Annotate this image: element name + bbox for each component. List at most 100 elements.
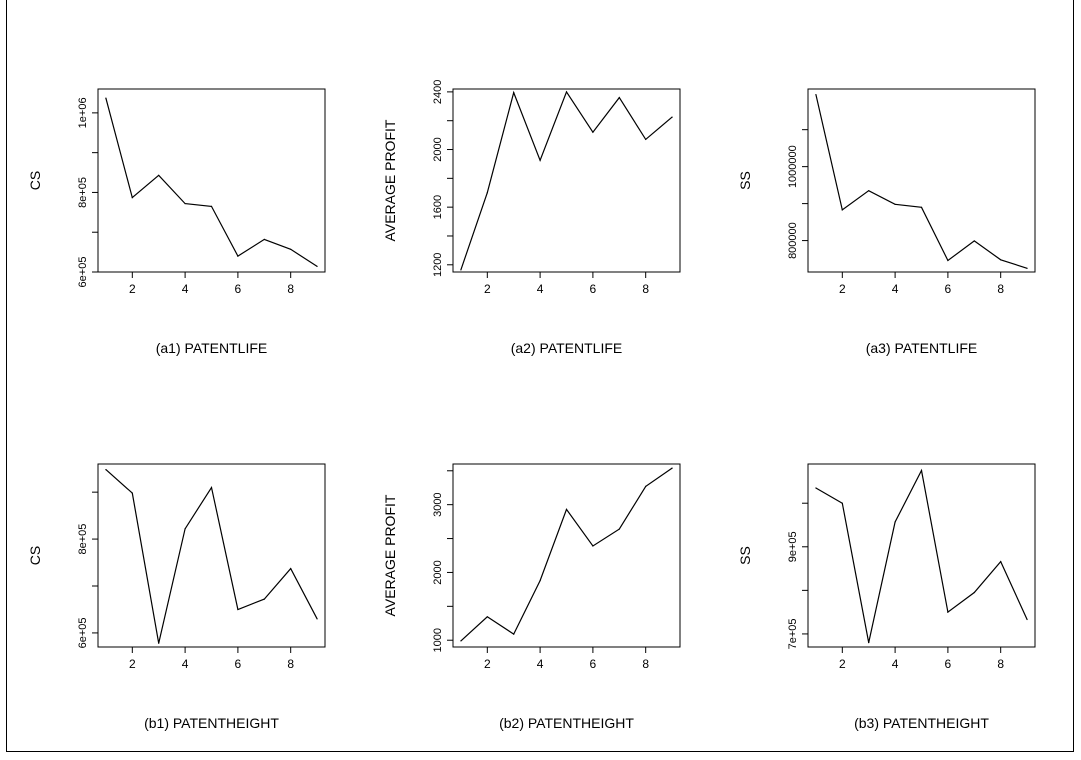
x-tick-label: 6 <box>590 282 597 296</box>
data-point <box>565 508 568 511</box>
plot-box <box>807 463 1036 648</box>
data-point <box>131 197 133 199</box>
data-point <box>316 265 318 268</box>
data-point <box>1026 267 1028 269</box>
data-point <box>815 487 817 489</box>
data-point <box>184 202 186 205</box>
data-point <box>894 521 896 523</box>
y-axis-label: CS <box>27 546 43 565</box>
series-line <box>460 467 673 642</box>
data-point <box>105 97 107 99</box>
data-point <box>131 492 133 494</box>
y-tick-label: 9e+05 <box>787 531 799 562</box>
x-axis-label: (b3) PATENTHEIGHT <box>854 715 989 731</box>
x-tick-label: 2 <box>839 282 846 296</box>
data-point <box>920 469 923 472</box>
data-point <box>263 598 265 600</box>
x-tick-label: 2 <box>484 282 491 296</box>
data-point <box>290 568 292 570</box>
x-tick-label: 4 <box>892 657 899 671</box>
x-tick-label: 2 <box>484 657 491 671</box>
x-axis-label: (b1) PATENTHEIGHT <box>144 715 279 731</box>
x-axis-label: (a2) PATENTLIFE <box>511 340 623 356</box>
data-point <box>210 205 213 207</box>
series-line <box>460 90 673 270</box>
x-tick-label: 4 <box>182 282 189 296</box>
data-point <box>316 618 318 620</box>
y-tick-label: 7e+05 <box>787 618 799 649</box>
x-axis-label: (b2) PATENTHEIGHT <box>499 715 634 731</box>
data-point <box>618 97 620 99</box>
chart-panel-5: 2 4 6 8 1000 2000 3000 (b2) PATENTHEIGHT AVERAGE… <box>382 463 681 731</box>
data-point <box>841 209 843 211</box>
x-tick-label: 8 <box>997 282 1004 296</box>
data-point <box>105 469 107 471</box>
data-point <box>486 192 488 194</box>
data-point <box>618 528 620 530</box>
data-point <box>565 91 568 93</box>
figure-frame <box>6 0 1074 752</box>
y-tick-label: 1000000 <box>787 145 799 188</box>
data-point <box>592 545 594 547</box>
data-point <box>460 640 462 642</box>
series-line <box>815 94 1028 269</box>
data-point <box>868 642 870 644</box>
data-point <box>184 528 186 530</box>
x-tick-label: 4 <box>537 282 544 296</box>
chart-panel-1: 2 4 6 8 6e+05 8e+05 1e+06 (a1) PATENTLIFE CS <box>27 88 326 356</box>
x-tick-label: 8 <box>642 657 649 671</box>
data-point <box>158 174 160 176</box>
plot-box <box>452 88 681 273</box>
y-axis-label: AVERAGE PROFIT <box>382 494 398 616</box>
data-point <box>973 240 975 242</box>
x-axis-label: (a3) PATENTLIFE <box>866 340 978 356</box>
y-tick-label: 2000 <box>432 137 444 161</box>
plot-box <box>807 88 1036 273</box>
data-point <box>592 131 594 133</box>
x-tick-label: 4 <box>537 657 544 671</box>
data-point <box>513 92 515 94</box>
y-tick-label: 8e+05 <box>77 177 89 208</box>
data-point <box>947 611 949 613</box>
y-axis-label: SS <box>737 546 753 565</box>
data-point <box>1000 561 1002 563</box>
data-point <box>947 259 949 262</box>
data-point <box>1000 259 1002 261</box>
data-point <box>513 633 515 635</box>
data-point <box>868 190 870 192</box>
y-axis-label: AVERAGE PROFIT <box>382 119 398 241</box>
x-tick-label: 8 <box>642 282 649 296</box>
data-point <box>460 269 462 271</box>
data-point <box>237 608 239 611</box>
data-point <box>671 116 673 118</box>
plot-box <box>452 463 681 648</box>
y-axis-label: SS <box>737 171 753 190</box>
data-point <box>158 642 160 644</box>
data-point <box>263 238 265 240</box>
y-tick-label: 1200 <box>432 253 444 277</box>
y-tick-label: 6e+05 <box>77 617 89 648</box>
x-tick-label: 8 <box>287 282 294 296</box>
data-point <box>290 248 292 250</box>
x-tick-label: 8 <box>997 657 1004 671</box>
y-tick-label: 8e+05 <box>77 524 89 555</box>
x-tick-label: 2 <box>129 282 136 296</box>
data-point <box>486 616 488 618</box>
series-line <box>105 469 318 644</box>
series-line <box>105 98 318 267</box>
chart-panel-2: 2 4 6 8 1200 1600 2000 2400 (a2) PATENTLIFE AVERA… <box>382 80 681 356</box>
data-point <box>894 203 896 205</box>
y-tick-label: 3000 <box>432 492 444 516</box>
x-tick-label: 8 <box>287 657 294 671</box>
chart-panel-6: 2 4 6 8 7e+05 9e+05 (b3) PATENTHEIGHT SS <box>737 463 1036 731</box>
data-point <box>645 485 647 487</box>
data-point <box>671 467 673 469</box>
data-point <box>539 159 541 161</box>
x-tick-label: 2 <box>129 657 136 671</box>
x-tick-label: 4 <box>182 657 189 671</box>
data-point <box>1026 618 1028 621</box>
y-tick-label: 6e+05 <box>77 257 89 288</box>
x-tick-label: 6 <box>235 282 242 296</box>
